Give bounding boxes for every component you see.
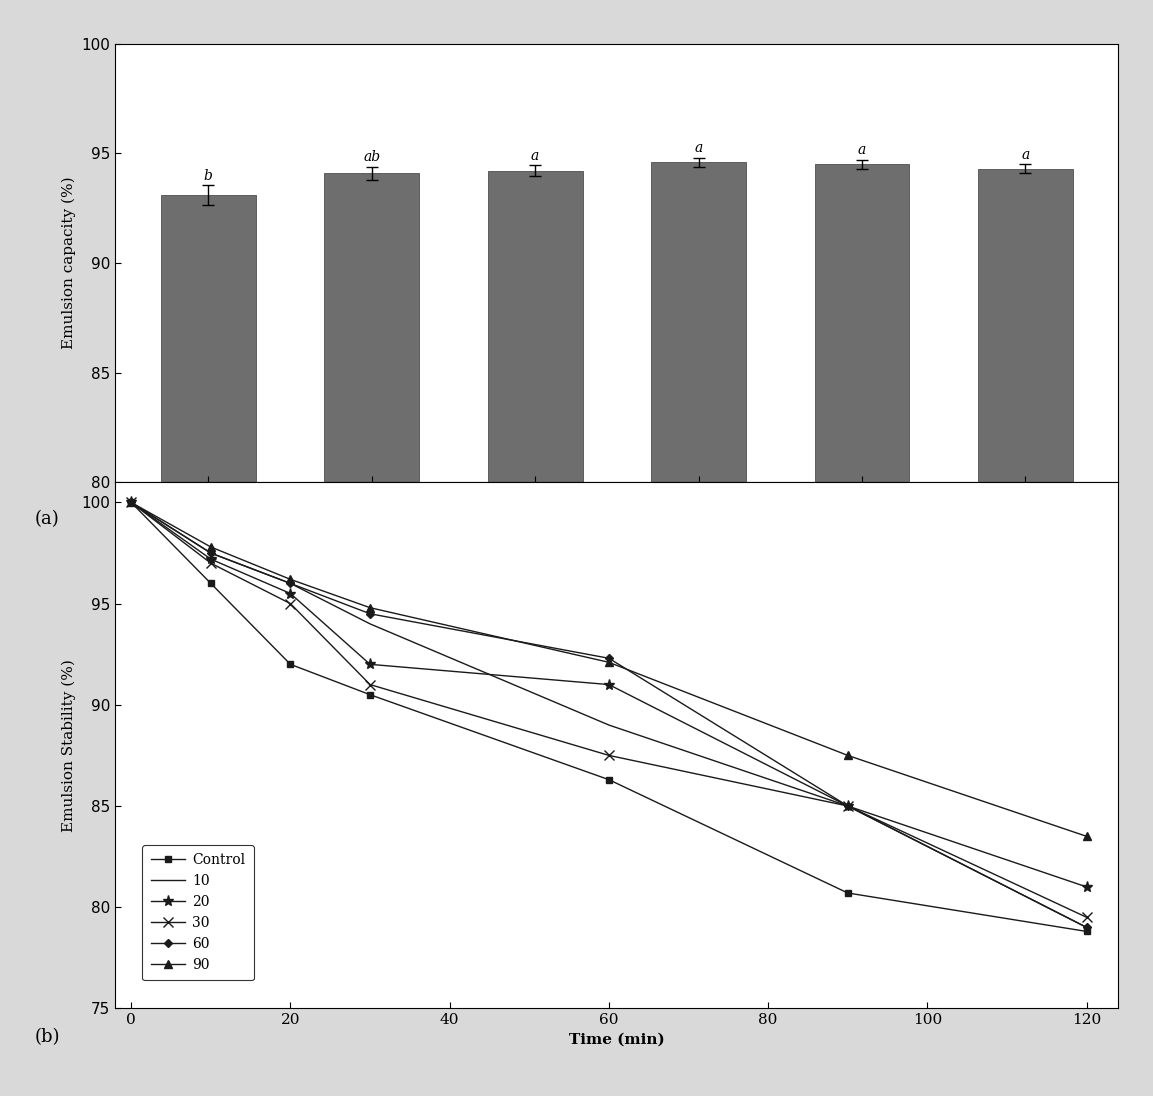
X-axis label: Time (min): Time (min) [568, 1032, 665, 1047]
20 [284, 587, 297, 601]
Line: Control: Control [128, 499, 1090, 935]
20 [841, 799, 854, 812]
60 [125, 495, 138, 509]
30 [363, 678, 377, 692]
Bar [978, 169, 1072, 1096]
Bar [651, 162, 746, 1096]
Control [1079, 925, 1093, 938]
90 [125, 495, 138, 509]
20 [204, 552, 218, 566]
Line: 90: 90 [127, 499, 1091, 841]
60 [204, 547, 218, 560]
Control [284, 658, 297, 671]
30 [284, 597, 297, 610]
90 [284, 573, 297, 586]
10 [1079, 921, 1093, 934]
Text: b: b [204, 169, 212, 183]
10 [363, 617, 377, 630]
Text: (b): (b) [35, 1028, 60, 1046]
60 [363, 607, 377, 620]
Bar [488, 171, 582, 1096]
Bar [815, 164, 910, 1096]
Text: a: a [858, 144, 866, 158]
30 [204, 557, 218, 570]
60 [1079, 921, 1093, 934]
60 [841, 799, 854, 812]
10 [602, 719, 616, 732]
20 [125, 495, 138, 509]
90 [1079, 830, 1093, 843]
90 [204, 540, 218, 553]
10 [841, 799, 854, 812]
10 [284, 576, 297, 590]
Text: a: a [694, 141, 702, 156]
10 [204, 547, 218, 560]
Bar [324, 173, 419, 1096]
Text: a: a [1022, 148, 1030, 162]
Text: ab: ab [363, 150, 380, 164]
Bar [161, 195, 256, 1096]
60 [284, 576, 297, 590]
90 [602, 655, 616, 669]
Y-axis label: Emulsion Stability (%): Emulsion Stability (%) [61, 659, 76, 832]
30 [1079, 911, 1093, 924]
20 [363, 658, 377, 671]
Control [602, 773, 616, 786]
90 [363, 601, 377, 614]
Control [204, 576, 218, 590]
Text: (a): (a) [35, 510, 59, 527]
30 [125, 495, 138, 509]
Y-axis label: Emulsion capacity (%): Emulsion capacity (%) [61, 176, 76, 350]
30 [602, 749, 616, 762]
Line: 20: 20 [126, 496, 1092, 892]
Line: 10: 10 [131, 502, 1086, 927]
X-axis label: Treatment$^{1)}$: Treatment$^{1)}$ [566, 506, 668, 525]
30 [841, 799, 854, 812]
60 [602, 652, 616, 665]
Line: 30: 30 [127, 498, 1092, 922]
20 [602, 678, 616, 692]
90 [841, 749, 854, 762]
20 [1079, 880, 1093, 893]
Text: a: a [532, 149, 540, 163]
Control [363, 688, 377, 701]
Line: 60: 60 [128, 500, 1090, 931]
Control [841, 887, 854, 900]
Legend: Control, 10, 20, 30, 60, 90: Control, 10, 20, 30, 60, 90 [142, 845, 254, 980]
10 [125, 495, 138, 509]
Control [125, 495, 138, 509]
